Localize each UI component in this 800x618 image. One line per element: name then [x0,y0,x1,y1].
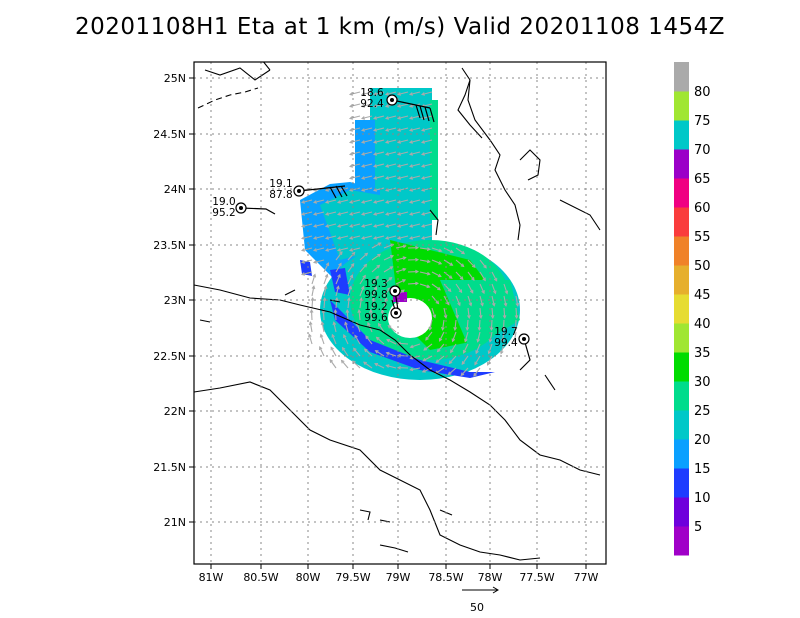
colorbar-swatch [674,323,689,353]
dropsonde-stations: 18.692.419.187.819.095.219.399.819.299.6… [212,87,531,371]
colorbar-swatch [674,526,689,556]
lat-tick-label: 21.5N [153,461,186,474]
lon-tick-label: 78.5W [428,571,463,584]
vector-scale-legend: 50 [462,586,499,614]
lat-lon-grid [194,62,606,564]
station-bottom-value: 99.6 [364,312,388,324]
lon-tick-label: 80W [296,571,321,584]
colorbar-swatch [674,497,689,527]
colorbar-label: 20 [694,433,711,448]
colorbar-label: 50 [694,259,711,274]
wind-barb [519,338,531,371]
station-dot-icon [394,311,398,315]
colorbar-swatch [674,178,689,208]
station-bottom-value: 87.8 [269,189,292,201]
station-top-value: 19.7 [494,326,517,338]
colorbar-label: 45 [694,288,711,303]
colorbar-swatch [674,352,689,382]
colorbar-label: 55 [694,230,711,245]
colorbar-swatch [674,62,689,92]
lat-tick-label: 22.5N [153,350,186,363]
lat-tick-label: 23.5N [153,239,186,252]
station-marker: 19.799.4 [494,326,531,371]
colorbar-swatch [674,149,689,179]
coastlines [194,62,601,561]
colorbar: 5 10 15 20 25 30 35 40 45 50 55 60 65 70 75 80 [674,62,711,556]
station-top-value: 19.2 [364,301,387,313]
station-top-value: 18.6 [360,87,384,99]
station-dot-icon [522,337,526,341]
station-marker: 19.187.8 [269,178,348,201]
colorbar-label: 30 [694,375,711,390]
map-frame [193,61,607,565]
station-marker: 19.399.8 [364,278,401,311]
wind-barb [391,99,435,123]
colorbar-swatch [674,381,689,411]
station-dot-icon [297,189,301,193]
station-bottom-value: 99.4 [494,337,518,349]
wind-barb [240,207,276,215]
colorbar-label: 40 [694,317,711,332]
latitude-tick-labels: 25N 24.5N 24N 23.5N 23N 22.5N 22N 21.5N 21N [153,72,194,529]
lat-tick-label: 25N [164,72,186,85]
colorbar-label: 5 [694,520,702,535]
vector-scale-label: 50 [470,601,484,614]
station-bottom-value: 99.8 [364,289,387,301]
map-title: 20201108H1 Eta at 1 km (m/s) Valid 20201… [75,14,725,40]
lon-tick-label: 77W [574,571,599,584]
colorbar-swatch [674,439,689,469]
colorbar-label: 25 [694,404,711,419]
lat-tick-label: 23N [164,294,186,307]
station-bottom-value: 95.2 [212,207,235,219]
station-marker: 19.095.2 [212,196,276,219]
station-dot-icon [390,98,394,102]
station-dot-icon [393,289,397,293]
colorbar-swatch [674,410,689,440]
wind-barb [298,185,348,199]
colorbar-label: 10 [694,491,711,506]
longitude-tick-labels: 81W 80.5W 80W 79.5W 79W 78.5W 78W 77.5W 77W [199,564,599,584]
colorbar-swatch [674,294,689,324]
colorbar-label: 60 [694,201,711,216]
station-dot-icon [239,206,243,210]
lat-tick-label: 24.5N [153,128,186,141]
colorbar-swatch [674,91,689,121]
lat-tick-label: 21N [164,516,186,529]
colorbar-swatch [674,120,689,150]
lon-tick-label: 77.5W [519,571,554,584]
lat-tick-label: 22N [164,405,186,418]
station-marker: 18.692.4 [360,87,435,123]
colorbar-label: 75 [694,114,711,129]
lon-tick-label: 78W [478,571,503,584]
colorbar-swatch [674,265,689,295]
colorbar-label: 80 [694,85,711,100]
colorbar-swatch [674,207,689,237]
station-marker: 19.299.6 [364,299,402,324]
colorbar-swatch [674,468,689,498]
colorbar-swatch [674,236,689,266]
colorbar-label: 70 [694,143,711,158]
colorbar-label: 65 [694,172,711,187]
lat-tick-label: 24N [164,183,186,196]
lon-tick-label: 80.5W [243,571,278,584]
lon-tick-label: 81W [199,571,224,584]
station-top-value: 19.0 [212,196,235,208]
colorbar-label: 35 [694,346,711,361]
lon-tick-label: 79W [386,571,411,584]
station-top-value: 19.1 [269,178,292,190]
lon-tick-label: 79.5W [335,571,370,584]
station-top-value: 19.3 [364,278,387,290]
station-bottom-value: 92.4 [360,98,384,110]
colorbar-label: 15 [694,462,711,477]
